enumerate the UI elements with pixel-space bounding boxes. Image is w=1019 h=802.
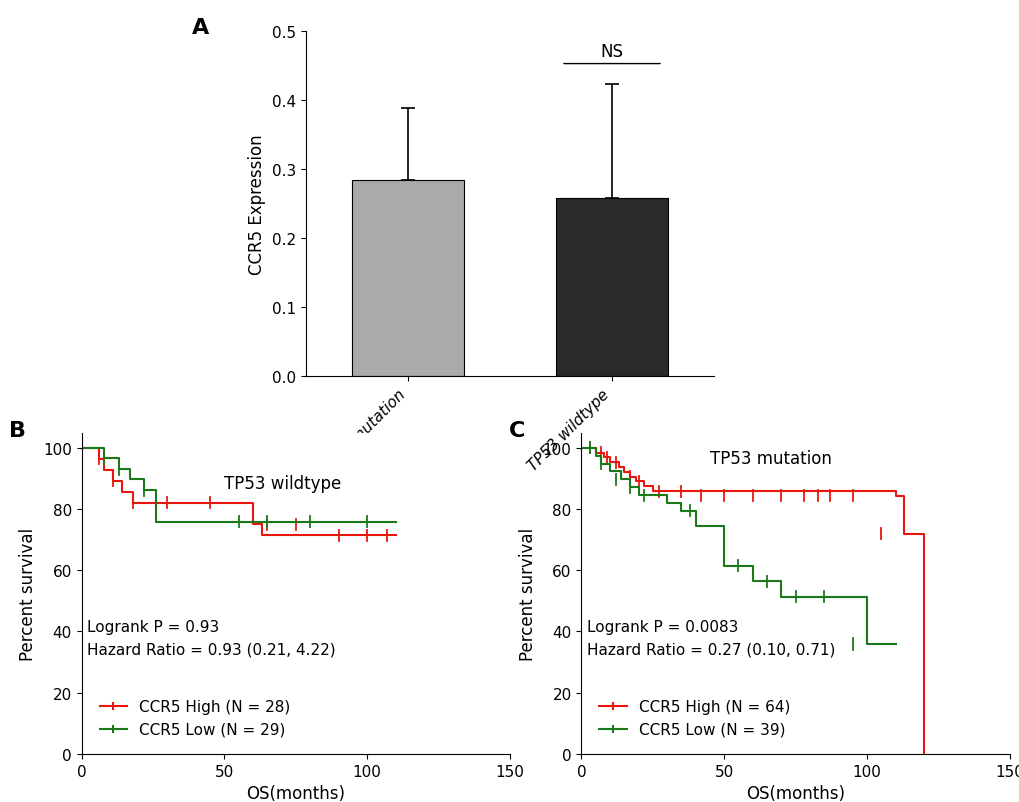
Bar	[352, 181, 464, 377]
Y-axis label: Percent survival: Percent survival	[19, 527, 38, 660]
Text: TP53 wildtype: TP53 wildtype	[224, 474, 341, 492]
Text: TP53 mutation: TP53 mutation	[709, 450, 830, 468]
Legend: CCR5 High (N = 28), CCR5 Low (N = 29): CCR5 High (N = 28), CCR5 Low (N = 29)	[94, 693, 297, 743]
Y-axis label: Percent survival: Percent survival	[519, 527, 537, 660]
Bar	[555, 199, 667, 377]
Text: C: C	[508, 420, 525, 440]
Text: A: A	[192, 18, 209, 38]
X-axis label: OS(months): OS(months)	[745, 784, 845, 802]
X-axis label: OS(months): OS(months)	[246, 784, 345, 802]
Text: B: B	[9, 420, 25, 440]
Y-axis label: CCR5 Expression: CCR5 Expression	[249, 134, 266, 275]
Legend: CCR5 High (N = 64), CCR5 Low (N = 39): CCR5 High (N = 64), CCR5 Low (N = 39)	[593, 693, 796, 743]
Text: NS: NS	[600, 43, 623, 61]
Text: Logrank P = 0.93
Hazard Ratio = 0.93 (0.21, 4.22): Logrank P = 0.93 Hazard Ratio = 0.93 (0.…	[88, 619, 335, 657]
Text: Logrank P = 0.0083
Hazard Ratio = 0.27 (0.10, 0.71): Logrank P = 0.0083 Hazard Ratio = 0.27 (…	[587, 619, 835, 657]
